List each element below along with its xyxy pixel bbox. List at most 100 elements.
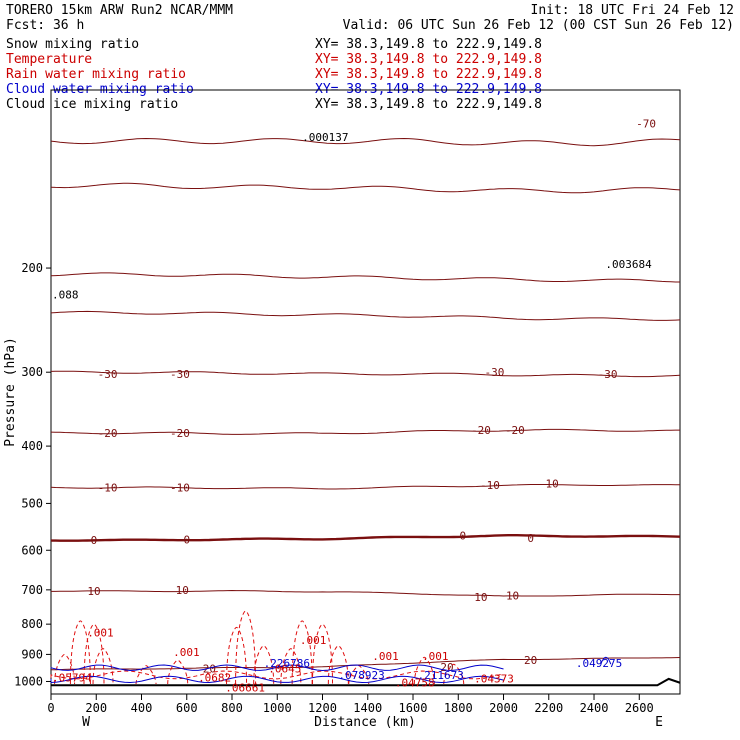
max-value-label: .078923 [338,669,384,682]
max-value-label: .049275 [576,657,622,670]
y-tick-label: 800 [21,617,43,631]
plot-frame [50,89,681,695]
forecast-hour: Fcst: 36 h [6,18,84,33]
isotherm-label: 0 [459,530,466,543]
y-axis-title: Pressure (hPa) [3,337,18,447]
isotherm-label: 0 [527,532,534,545]
x-tick-label: 1600 [399,701,428,715]
isotherm-label: 20 [203,662,216,675]
max-value-labels: .003684 .000137 .088 .001 .001 .001 .001 .001 .2… [52,131,652,694]
y-tick-label: 400 [21,439,43,453]
max-value-label: .001 [422,650,449,663]
y-tick-label: 500 [21,496,43,510]
isotherm-10 [51,589,680,597]
x-tick-label: 0 [47,701,54,715]
isotherm-label: 0 [91,534,98,547]
x-axis-title: Distance (km) [314,715,416,730]
x-tick-label: 1200 [308,701,337,715]
isotherm--10 [50,484,681,490]
isotherm--70 [50,137,681,147]
hydrometeor-contours [50,610,612,685]
isotherm-label: 10 [87,585,100,598]
max-value-label: .226786 [264,657,310,670]
field-xy-2: XY= 38.3,149.8 to 222.9,149.8 [315,67,542,82]
rain-contour [69,620,91,685]
max-value-label: .0682 [198,671,231,684]
max-value-label: .003684 [605,258,652,271]
init-time: Init: 18 UTC Fri 24 Feb 12 [531,3,735,18]
max-value-label: .001 [372,650,399,663]
isotherm--60 [50,182,681,194]
y-tick-label: 900 [21,647,43,661]
isotherm-label: 0 [183,533,190,546]
rain-layer-contour [50,670,504,680]
terrain-line [51,677,681,687]
rain-contour [235,610,257,685]
y-tick-label: 600 [21,543,43,557]
rain-contour [443,663,465,685]
isotherm-label: -20 [170,427,190,440]
y-axis: 200 300 400 500 600 700 800 900 1000 [14,261,51,688]
y-tick-label: 200 [21,261,43,275]
isotherm-0 [51,534,681,542]
isotherm-label: -20 [471,424,491,437]
isotherm-label: -10 [480,479,500,492]
x-tick-label: 400 [131,701,153,715]
rain-contour [291,620,313,685]
isotherm-20 [50,657,681,671]
rain-contour [226,626,248,685]
terrain-surface [51,677,681,687]
max-value-label: .001 [173,646,200,659]
isotherm-label: -30 [98,368,118,381]
max-value-label: .001 [300,634,327,647]
isotherm-label: -30 [170,368,190,381]
isotherm-label: 20 [524,654,537,667]
max-value-label: .04758 [395,677,435,690]
isotherm-label: 10 [176,584,189,597]
west-end-label: W [82,715,90,730]
max-value-label: .05794 [52,671,92,684]
x-tick-label: 2000 [489,701,518,715]
x-tick-label: 2400 [580,701,609,715]
isotherm-label: -30 [598,368,618,381]
valid-time: Valid: 06 UTC Sun 26 Feb 12 (00 CST Sun … [343,18,734,33]
isotherm-label: -20 [505,424,525,437]
x-axis: 0 200 400 600 800 1000 1200 1400 1600 1800 2000 220… [47,694,654,715]
y-tick-label: 700 [21,583,43,597]
x-tick-label: 1400 [353,701,382,715]
x-tick-label: 200 [85,701,107,715]
max-value-label: .0645 [268,662,301,675]
field-name-2: Rain water mixing ratio [6,67,186,82]
field-xy-4: XY= 38.3,149.8 to 222.9,149.8 [315,97,542,112]
isotherm-label: -10 [539,478,559,491]
rain-contour [312,623,334,685]
isotherm--50 [50,272,680,283]
x-tick-label: 600 [176,701,198,715]
y-tick-label: 300 [21,365,43,379]
max-value-label: .000137 [302,131,348,144]
isotherm--40 [50,310,681,321]
field-xy-1: XY= 38.3,149.8 to 222.9,149.8 [315,52,542,67]
y-tick-label: 1000 [14,674,43,688]
isotherm-label: -10 [170,482,190,495]
isotherm-label: -30 [485,366,505,379]
x-tick-label: 1800 [444,701,473,715]
isotherm-label: -10 [98,482,118,495]
header: TORERO 15km ARW Run2 NCAR/MMM Init: 18 U… [6,3,734,33]
max-value-label: .04373 [474,673,514,686]
isotherm-label: 10 [506,590,519,603]
field-name-0: Snow mixing ratio [6,37,139,52]
model-title: TORERO 15km ARW Run2 NCAR/MMM [6,3,233,18]
x-tick-label: 1000 [263,701,292,715]
rain-contour [135,665,157,685]
rain-contour [413,656,435,685]
field-legend: Snow mixing ratio XY= 38.3,149.8 to 222.9… [6,37,542,112]
max-value-label: .001 [87,627,114,640]
field-name-4: Cloud ice mixing ratio [6,97,178,112]
x-tick-label: 2600 [625,701,654,715]
isotherm--20 [50,428,680,435]
isotherm-label: 10 [474,591,487,604]
x-tick-label: 800 [221,701,243,715]
isotherm--30 [50,370,681,378]
